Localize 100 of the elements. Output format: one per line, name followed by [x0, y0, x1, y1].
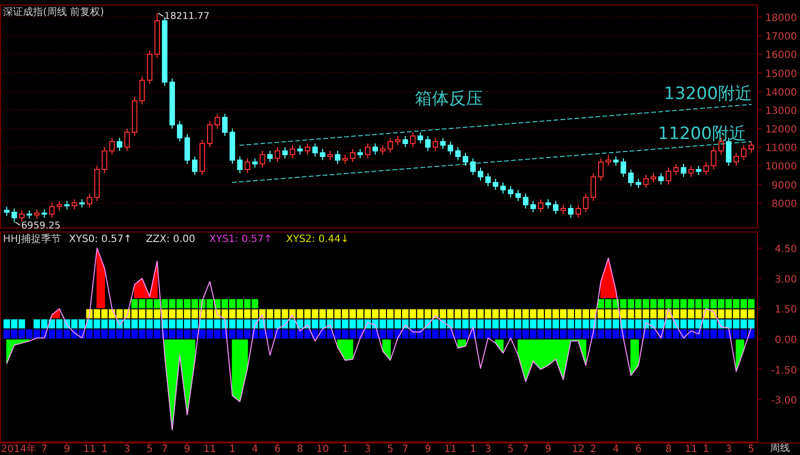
y-tick-label: 15000	[765, 68, 797, 80]
y-tick-label: 10000	[765, 162, 797, 173]
candlestick	[696, 165, 702, 176]
candlestick	[576, 204, 582, 218]
x-tick-label: 7	[161, 444, 168, 455]
x-tick-label: 12	[572, 444, 585, 455]
candlestick	[214, 113, 220, 130]
candlestick	[650, 172, 656, 183]
x-tick-label: 1	[702, 444, 710, 455]
y-tick-label: 17000	[765, 32, 797, 43]
candlestick	[583, 193, 589, 213]
candlestick	[207, 120, 213, 148]
candlestick	[320, 148, 326, 161]
x-axis-title: 周线	[770, 442, 790, 454]
candlestick	[560, 204, 566, 215]
candlestick	[102, 146, 108, 174]
x-tick-label: 3	[364, 444, 371, 455]
candlestick	[230, 128, 236, 164]
x-tick-label: 1	[470, 444, 476, 455]
candlestick	[72, 198, 78, 210]
candlestick	[606, 154, 612, 166]
candlestick	[357, 148, 363, 159]
candlestick	[312, 142, 318, 157]
candlestick	[26, 210, 32, 220]
candlestick	[116, 137, 122, 152]
candlestick	[590, 172, 596, 202]
x-tick-label: 8	[665, 444, 672, 455]
y-tick-label: 16000	[765, 50, 797, 62]
candlestick	[304, 142, 310, 156]
candlestick	[462, 152, 468, 166]
candlestick	[260, 150, 266, 168]
candlestick	[192, 156, 198, 176]
annotation: 18211.77	[164, 11, 210, 22]
y-tick-label: -1.50	[771, 365, 797, 376]
annotation: 11200附近	[658, 124, 746, 144]
x-tick-label: 7	[522, 444, 529, 455]
candlestick	[350, 148, 356, 163]
candlestick	[500, 182, 506, 194]
x-tick-label: 11	[83, 444, 96, 455]
y-tick-label: 1.50	[774, 304, 797, 316]
candlestick	[636, 178, 642, 189]
candlestick	[139, 76, 145, 105]
x-tick-label: 10	[316, 444, 329, 455]
candlestick	[94, 165, 100, 202]
candlestick	[448, 141, 454, 156]
candlestick	[643, 174, 649, 189]
candlestick	[64, 200, 70, 210]
candlestick	[154, 12, 160, 58]
candlestick	[568, 204, 574, 218]
annotation: XYS1: 0.57↑	[209, 234, 272, 245]
x-tick-label: 2	[590, 444, 597, 455]
candlestick	[395, 136, 401, 146]
candlestick	[492, 178, 498, 190]
candlestick	[545, 198, 551, 209]
candlestick	[418, 132, 424, 144]
candlestick	[169, 78, 175, 130]
candlestick	[522, 193, 528, 209]
candlestick	[297, 144, 303, 156]
candlestick	[12, 208, 18, 223]
x-tick-label: 9	[545, 444, 552, 455]
candlestick	[388, 137, 394, 154]
candlestick	[244, 158, 250, 174]
candlestick	[666, 167, 672, 185]
x-tick-label: 4	[252, 444, 258, 455]
x-tick-label: 6	[274, 444, 281, 455]
candlestick	[4, 206, 10, 216]
y-tick-label: 18000	[765, 13, 797, 24]
y-tick-label: -3.00	[771, 396, 797, 407]
candlestick	[124, 128, 130, 152]
candlestick	[200, 139, 206, 176]
x-tick-label: 5	[146, 444, 153, 455]
annotation: XYS2: 0.44↓	[286, 234, 349, 245]
y-tick-label: 3.00	[774, 274, 797, 286]
candlestick	[402, 136, 408, 148]
candlestick	[290, 144, 296, 159]
y-tick-label: 13000	[765, 106, 797, 117]
candlestick	[515, 189, 521, 202]
x-tick-label: 3	[124, 444, 130, 455]
x-tick-label: 5	[748, 444, 754, 455]
annotation: 6959.25	[21, 220, 61, 232]
candlestick	[688, 165, 694, 178]
x-tick-label: 9	[184, 444, 190, 455]
candlestick	[508, 186, 514, 198]
x-tick-label: 7	[402, 444, 409, 455]
annotation: 13200附近	[664, 84, 752, 104]
y-tick-label: 9000	[772, 180, 797, 192]
y-tick-label: 14000	[765, 87, 797, 98]
candlestick	[34, 208, 40, 220]
y-tick-label: 0.00	[774, 335, 797, 346]
candlestick	[658, 172, 664, 185]
chart-title: 深证成指(周线 前复权)	[3, 6, 104, 18]
line-series	[6, 248, 752, 430]
candlestick	[222, 113, 228, 137]
candlestick	[109, 137, 115, 156]
x-tick-label: 11	[444, 444, 457, 455]
candlestick	[79, 198, 85, 208]
x-tick-label: 1	[101, 444, 108, 455]
x-tick-label: 5	[507, 444, 514, 455]
candlestick	[620, 158, 626, 178]
candlestick	[184, 134, 190, 164]
